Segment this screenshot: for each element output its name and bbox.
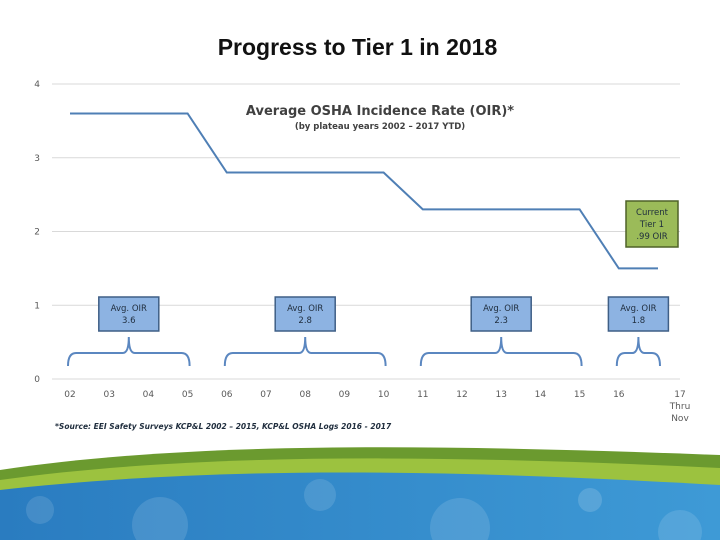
x-tick-label: 04 [143, 390, 155, 400]
avg-oir-annotation: Avg. OIR 2.8 [223, 296, 387, 367]
avg-oir-label: Avg. OIR 1.8 [620, 304, 656, 326]
avg-oir-label: Avg. OIR 2.8 [287, 304, 323, 326]
tier1-callout-line: .99 OIR [636, 232, 667, 242]
x-tick-label: 16 [613, 390, 625, 400]
avg-oir-label: Avg. OIR 3.6 [111, 304, 147, 326]
series-layer [70, 112, 658, 270]
footer-wave-decoration [0, 447, 720, 540]
x-tick-label: 17 Thru Nov [669, 390, 691, 424]
slide-title: Progress to Tier 1 in 2018 [217, 34, 498, 60]
avg-oir-box [98, 296, 160, 332]
x-tick-line: Nov [671, 414, 689, 424]
y-tick-label: 4 [34, 80, 40, 90]
avg-oir-box [274, 296, 336, 332]
x-tick-label: 13 [495, 390, 506, 400]
range-bracket [223, 336, 387, 367]
x-tick-label: 14 [535, 390, 547, 400]
avg-oir-line: Avg. OIR [620, 304, 656, 314]
avg-oir-line: Avg. OIR [287, 304, 323, 314]
avg-oir-line: 2.8 [298, 316, 312, 326]
x-tick-label: 02 [64, 390, 75, 400]
tier1-callout-box [625, 200, 679, 248]
y-tick-label: 1 [34, 301, 40, 311]
range-bracket [615, 336, 661, 367]
avg-oir-line: Avg. OIR [111, 304, 147, 314]
avg-oir-annotation: Avg. OIR 1.8 [607, 296, 670, 367]
y-axis: 0 1 2 3 4 [34, 80, 40, 385]
avg-oir-line: 3.6 [122, 316, 136, 326]
avg-oir-line: 2.3 [494, 316, 508, 326]
chart-subtitle: (by plateau years 2002 – 2017 YTD) [295, 122, 465, 132]
tier1-callout-line: Current [636, 208, 669, 218]
avg-oir-box [607, 296, 670, 332]
tier1-callout: Current Tier 1 .99 OIR [625, 200, 679, 248]
source-note: *Source: EEI Safety Surveys KCP&L 2002 –… [55, 422, 392, 431]
avg-oir-line: 1.8 [632, 316, 646, 326]
x-tick-label: 08 [299, 390, 311, 400]
x-tick-label: 06 [221, 390, 233, 400]
x-tick-label: 05 [182, 390, 193, 400]
range-bracket [419, 336, 583, 367]
tier1-callout-label: Current Tier 1 .99 OIR [636, 208, 669, 242]
avg-oir-annotation: Avg. OIR 2.3 [419, 296, 583, 367]
x-tick-label: 15 [574, 390, 585, 400]
x-tick-label: 03 [103, 390, 114, 400]
x-tick-label: 11 [417, 390, 428, 400]
avg-oir-line: Avg. OIR [483, 304, 519, 314]
x-tick-label: 07 [260, 390, 271, 400]
y-tick-label: 3 [34, 154, 40, 164]
x-axis: 02 03 04 05 06 07 08 09 10 11 12 13 14 15 16 17 Thru Nov [64, 390, 690, 424]
avg-oir-annotation: Avg. OIR 3.6 [67, 296, 191, 367]
x-tick-label: 12 [456, 390, 467, 400]
x-tick-label: 10 [378, 390, 390, 400]
avg-oir-label: Avg. OIR 2.3 [483, 304, 519, 326]
series-line [70, 112, 658, 270]
tier1-callout-line: Tier 1 [639, 220, 664, 230]
chart-title: Average OSHA Incidence Rate (OIR)* [246, 104, 514, 119]
y-tick-label: 0 [34, 375, 40, 385]
avg-oir-box [470, 296, 532, 332]
range-bracket [67, 336, 191, 367]
x-tick-line: Thru [669, 402, 691, 412]
y-tick-label: 2 [34, 228, 40, 238]
x-tick-line: 17 [674, 390, 685, 400]
x-tick-label: 09 [339, 390, 351, 400]
